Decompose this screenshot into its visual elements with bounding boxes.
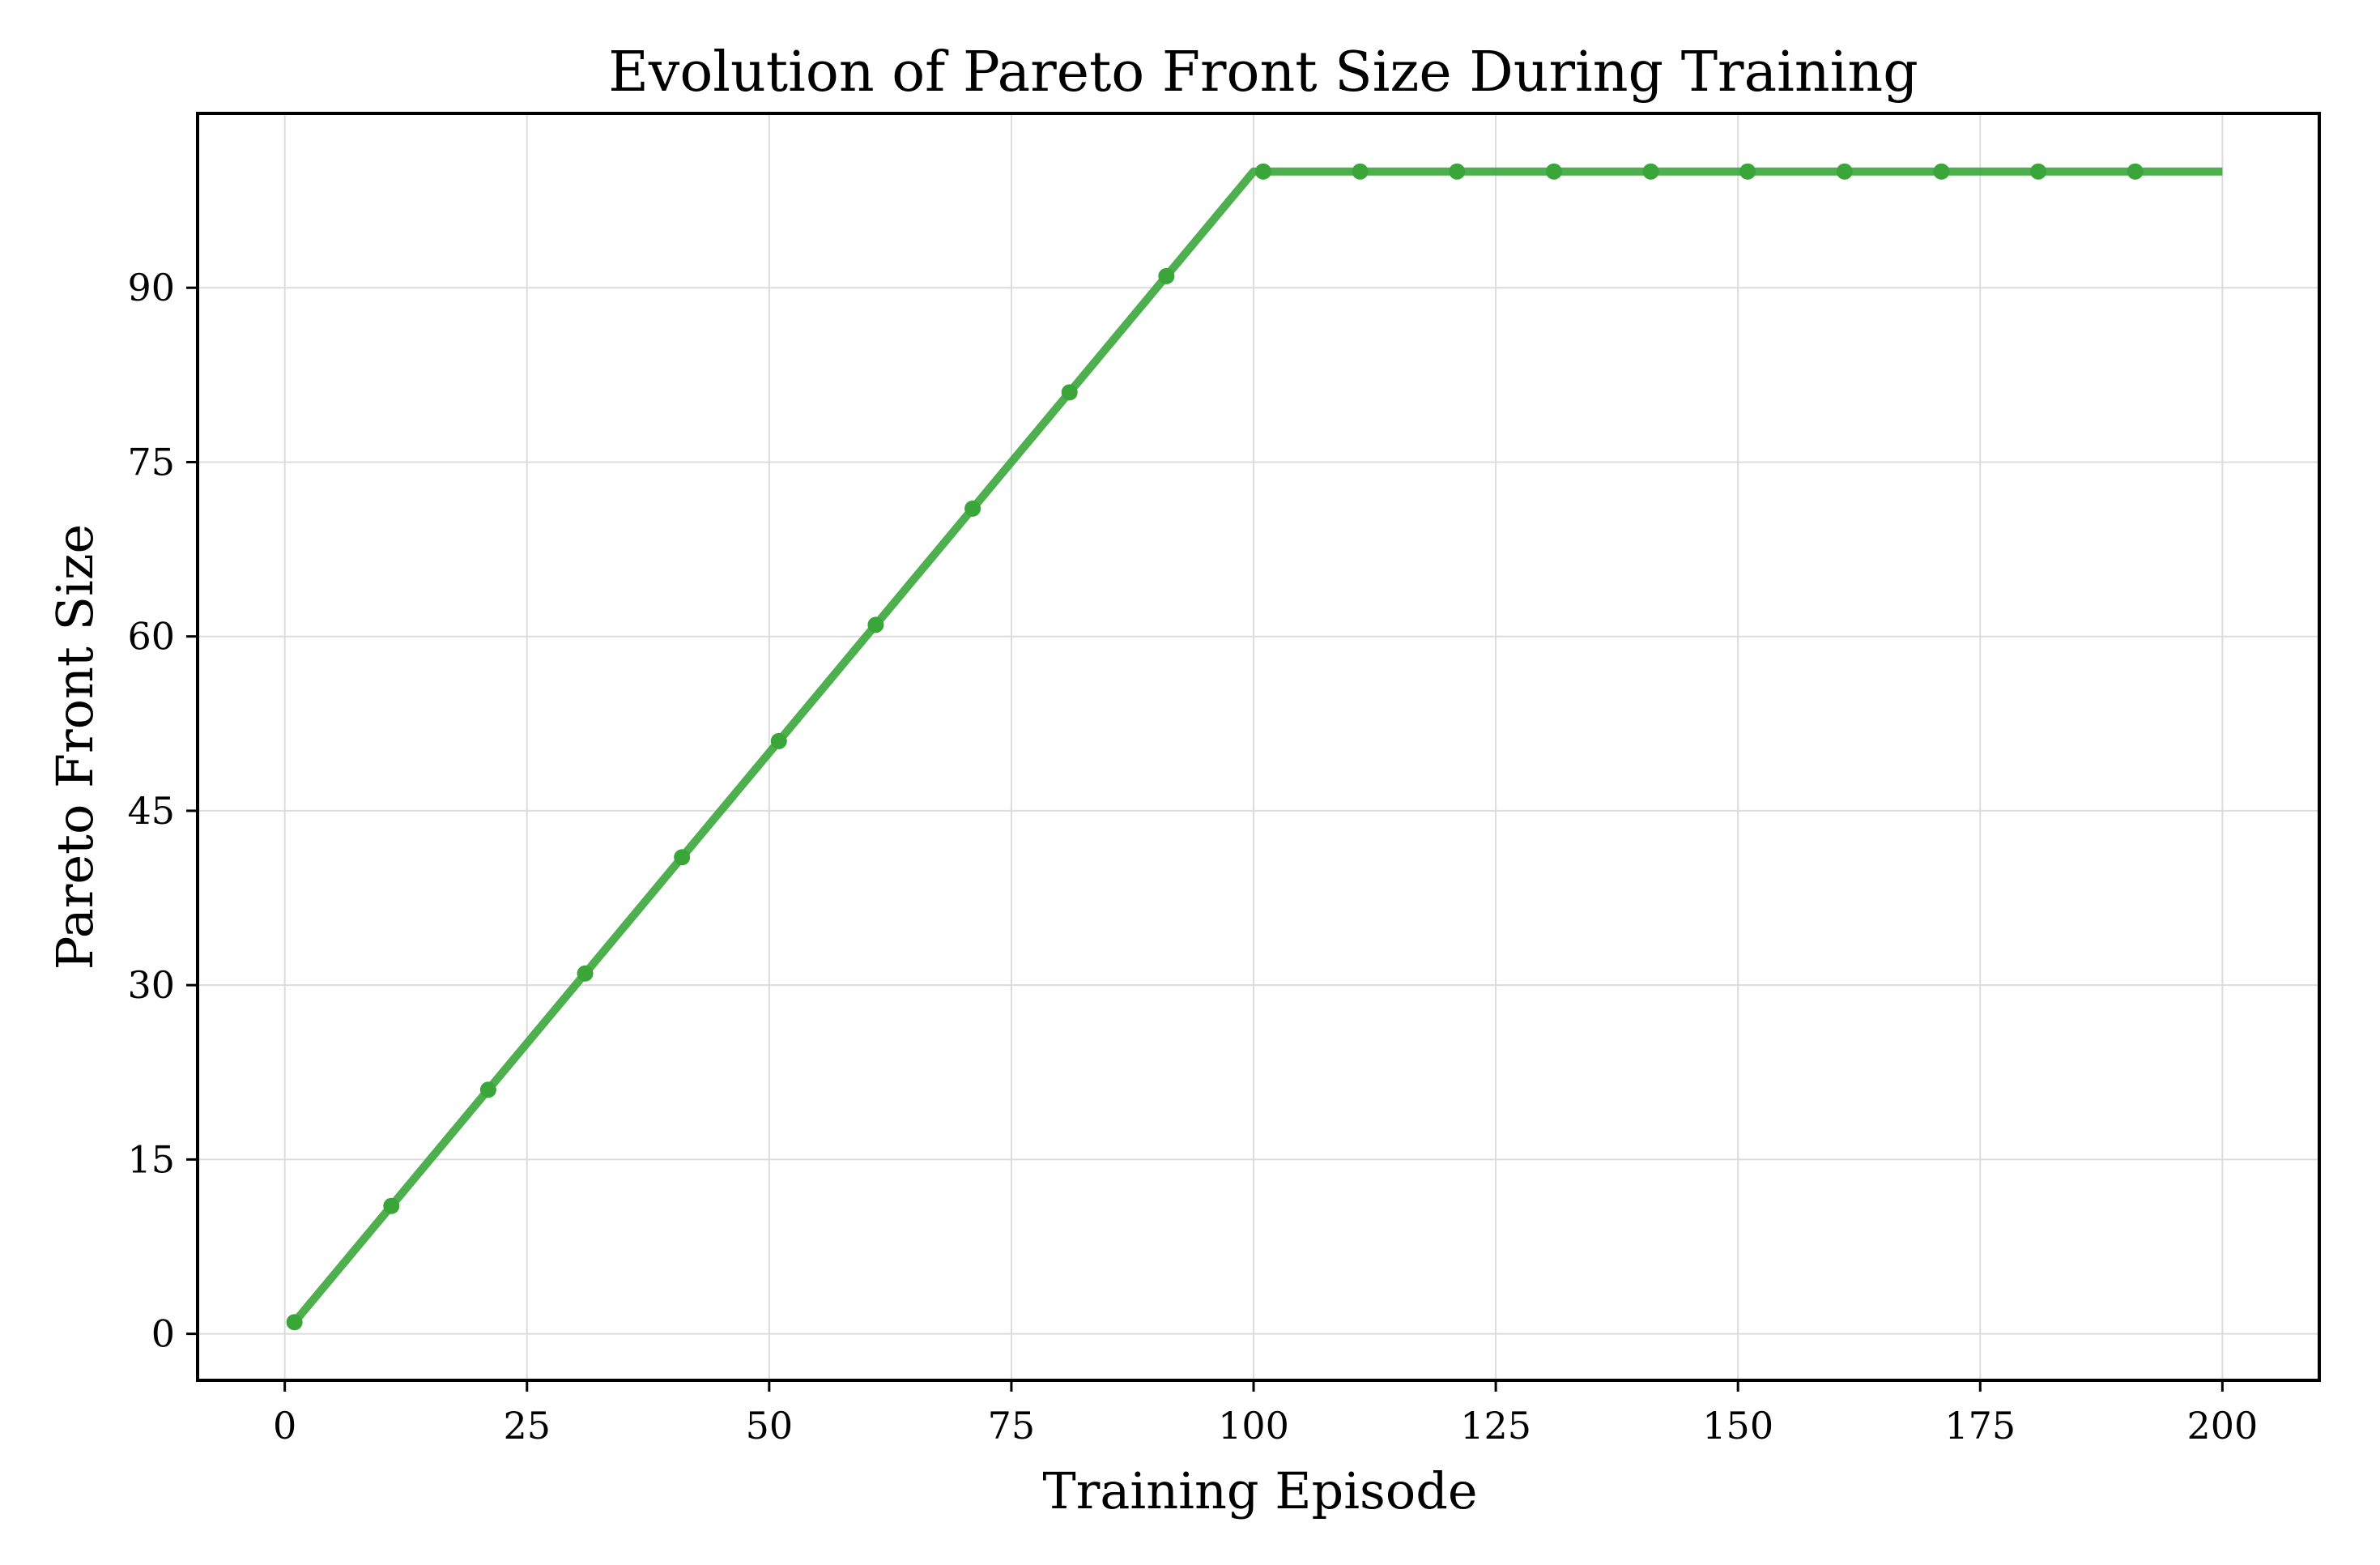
x-tick-label: 125 bbox=[1460, 1404, 1531, 1448]
data-point bbox=[674, 849, 691, 866]
x-tick-label: 75 bbox=[988, 1404, 1036, 1448]
data-point bbox=[1061, 384, 1078, 401]
x-tick-label: 50 bbox=[746, 1404, 794, 1448]
y-tick-label: 45 bbox=[127, 789, 175, 833]
data-point bbox=[1254, 163, 1271, 180]
x-axis-label: Training Episode bbox=[1042, 1461, 1477, 1520]
x-tick-label: 25 bbox=[503, 1404, 551, 1448]
data-point bbox=[1449, 163, 1466, 180]
data-point bbox=[867, 616, 884, 633]
x-tick-label: 175 bbox=[1944, 1404, 2016, 1448]
data-point bbox=[1739, 163, 1756, 180]
data-point bbox=[383, 1197, 400, 1214]
data-point bbox=[964, 500, 981, 517]
data-point bbox=[286, 1314, 303, 1331]
x-axis-ticks: 0 25 50 75 100 125 150 175 200 bbox=[273, 1380, 2258, 1448]
y-tick-label: 60 bbox=[127, 615, 175, 659]
y-tick-label: 30 bbox=[127, 963, 175, 1007]
y-axis-ticks: 0 15 30 45 60 75 90 bbox=[127, 266, 198, 1356]
x-tick-label: 150 bbox=[1702, 1404, 1773, 1448]
plot-area-frame bbox=[196, 112, 2321, 1382]
data-point bbox=[1352, 163, 1369, 180]
data-point bbox=[1933, 163, 1950, 180]
series-layer bbox=[286, 163, 2223, 1331]
data-point bbox=[1158, 267, 1175, 284]
data-point bbox=[2030, 163, 2047, 180]
y-axis-label: Pareto Front Size bbox=[45, 524, 104, 970]
series-line bbox=[291, 167, 2223, 1325]
data-point bbox=[770, 732, 787, 749]
data-point bbox=[577, 965, 594, 982]
chart-title: Evolution of Pareto Front Size During Tr… bbox=[608, 41, 1918, 104]
y-tick-label: 0 bbox=[151, 1312, 175, 1356]
x-tick-label: 0 bbox=[273, 1404, 296, 1448]
data-point bbox=[2127, 163, 2144, 180]
data-point bbox=[1836, 163, 1853, 180]
y-tick-label: 90 bbox=[127, 266, 175, 309]
grid bbox=[198, 113, 2319, 1380]
data-point bbox=[1545, 163, 1562, 180]
y-tick-label: 75 bbox=[127, 440, 175, 484]
x-tick-label: 100 bbox=[1218, 1404, 1289, 1448]
data-point bbox=[479, 1081, 496, 1098]
x-tick-label: 200 bbox=[2186, 1404, 2258, 1448]
data-point bbox=[1642, 163, 1659, 180]
y-tick-label: 15 bbox=[127, 1137, 175, 1181]
